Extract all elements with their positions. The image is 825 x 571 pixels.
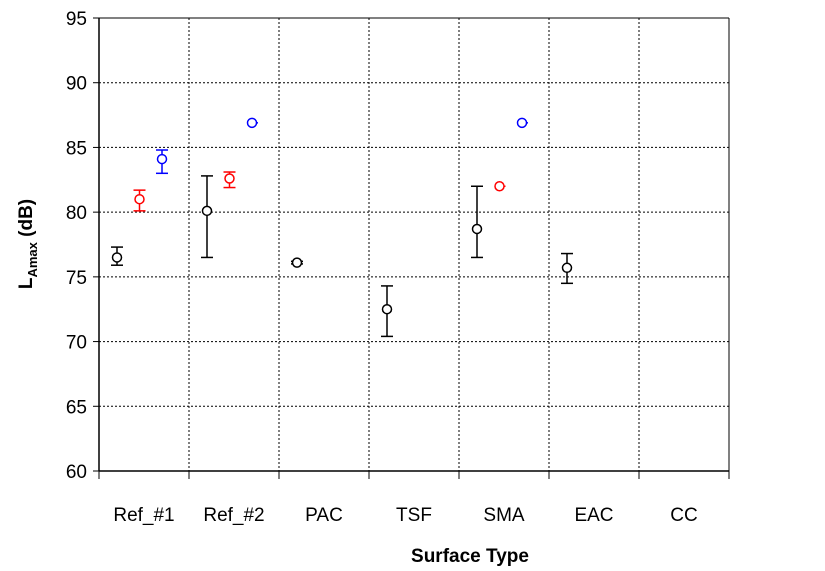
data-point [246, 117, 258, 129]
x-tick-label: EAC [574, 505, 613, 526]
y-tick-label: 70 [66, 333, 87, 354]
y-tick-label: 85 [66, 138, 87, 159]
data-point [201, 205, 213, 217]
data-point [156, 153, 168, 165]
y-axis-title-unit: (dB) [16, 199, 37, 242]
plot-frame [99, 17, 730, 471]
data-point [381, 303, 393, 315]
x-axis-title: Surface Type [411, 546, 529, 567]
y-tick-label: 95 [66, 9, 87, 30]
gridlines [99, 18, 729, 471]
x-tick-label: CC [670, 505, 697, 526]
data-point [224, 173, 235, 184]
y-axis-title-sub: Amax [25, 241, 40, 277]
x-tick-label: PAC [305, 505, 343, 526]
data-point [494, 181, 505, 192]
y-tick-label: 75 [66, 268, 87, 289]
x-tick-label: TSF [396, 505, 432, 526]
y-tick-label: 80 [66, 203, 87, 224]
data-point [291, 257, 303, 268]
data-point [134, 193, 145, 205]
y-tick-label: 60 [66, 462, 87, 483]
x-tick-label: Ref_#2 [203, 505, 264, 526]
data-point [561, 262, 573, 274]
y-tick-label: 65 [66, 397, 87, 418]
data-point [471, 223, 483, 235]
data-point [516, 117, 528, 129]
data-point [111, 252, 123, 263]
y-axis-title: LAmax (dB) [16, 199, 40, 289]
axes: 60 65 70 75 80 85 90 95 Ref_#1 Ref_#2 PAC TSF SMA EAC… [66, 9, 730, 526]
y-tick-label: 90 [66, 74, 87, 95]
y-axis-title-main: L [16, 277, 37, 289]
x-tick-label: SMA [483, 505, 525, 526]
data-marks [111, 117, 573, 338]
x-tick-label: Ref_#1 [113, 505, 174, 526]
